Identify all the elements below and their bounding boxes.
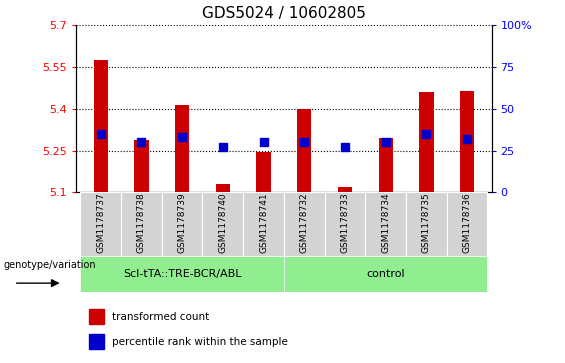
- Point: [137, 139, 146, 145]
- Bar: [243, 192, 284, 256]
- Bar: [447, 192, 488, 256]
- Bar: [89, 334, 104, 349]
- Bar: [284, 256, 488, 292]
- Point: [341, 144, 350, 150]
- Point: [96, 131, 105, 137]
- Bar: [121, 192, 162, 256]
- Bar: [460, 91, 474, 192]
- Bar: [257, 152, 271, 192]
- Bar: [366, 192, 406, 256]
- Bar: [94, 60, 108, 192]
- Bar: [406, 192, 447, 256]
- Text: GSM1178736: GSM1178736: [463, 192, 472, 253]
- Bar: [80, 256, 284, 292]
- Bar: [284, 192, 325, 256]
- Text: control: control: [366, 269, 405, 279]
- Title: GDS5024 / 10602805: GDS5024 / 10602805: [202, 7, 366, 21]
- Bar: [338, 187, 352, 192]
- Bar: [419, 92, 433, 192]
- Text: GSM1178737: GSM1178737: [96, 192, 105, 253]
- Point: [300, 139, 309, 145]
- Bar: [297, 109, 311, 192]
- Text: genotype/variation: genotype/variation: [4, 260, 97, 270]
- Bar: [134, 139, 149, 192]
- Bar: [162, 192, 202, 256]
- Bar: [379, 138, 393, 192]
- Text: GSM1178732: GSM1178732: [300, 192, 308, 253]
- Text: transformed count: transformed count: [112, 311, 209, 322]
- Text: GSM1178741: GSM1178741: [259, 192, 268, 253]
- Point: [218, 144, 227, 150]
- Bar: [80, 192, 121, 256]
- Bar: [202, 192, 243, 256]
- Text: GSM1178734: GSM1178734: [381, 192, 390, 253]
- Text: percentile rank within the sample: percentile rank within the sample: [112, 337, 288, 347]
- Text: GSM1178733: GSM1178733: [341, 192, 350, 253]
- Bar: [325, 192, 366, 256]
- Point: [259, 139, 268, 145]
- Text: GSM1178739: GSM1178739: [177, 192, 186, 253]
- Bar: [216, 184, 230, 192]
- Text: GSM1178740: GSM1178740: [218, 192, 227, 253]
- Point: [463, 136, 472, 142]
- Point: [381, 139, 390, 145]
- Bar: [175, 105, 189, 192]
- Text: GSM1178738: GSM1178738: [137, 192, 146, 253]
- Text: Scl-tTA::TRE-BCR/ABL: Scl-tTA::TRE-BCR/ABL: [123, 269, 241, 279]
- Point: [422, 131, 431, 137]
- Bar: [89, 309, 104, 324]
- Text: GSM1178735: GSM1178735: [422, 192, 431, 253]
- Point: [177, 134, 186, 140]
